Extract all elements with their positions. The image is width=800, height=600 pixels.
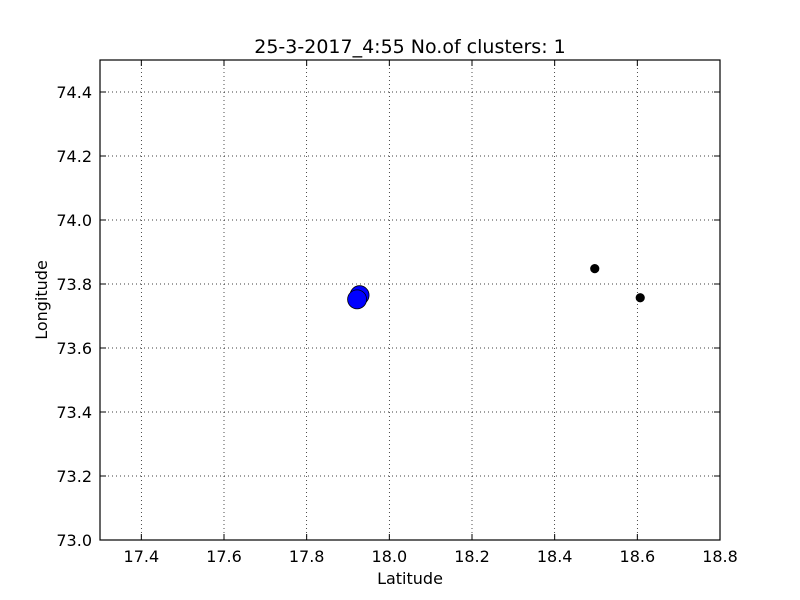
grid-lines	[100, 60, 721, 541]
chart-title: 25-3-2017_4:55 No.of clusters: 1	[254, 36, 565, 58]
x-tick-label: 18.4	[537, 547, 573, 566]
x-tick-label: 17.6	[206, 547, 242, 566]
x-tick-label: 17.8	[289, 547, 325, 566]
y-tick-label: 74.4	[56, 83, 92, 102]
y-tick-label: 73.8	[56, 275, 92, 294]
x-tick-label: 17.4	[124, 547, 160, 566]
x-tick-label: 18.6	[620, 547, 656, 566]
x-tick-label: 18.8	[702, 547, 738, 566]
y-tick-label: 73.0	[56, 531, 92, 550]
noise-point	[590, 264, 600, 274]
y-tick-label: 73.4	[56, 403, 92, 422]
y-tick-label: 74.0	[56, 211, 92, 230]
axis-ticks: 17.4 17.6 17.8 18.0 18.2 18.4 18.6 18.8 73.0 73.2…	[56, 60, 738, 566]
cluster-point	[347, 289, 367, 310]
y-tick-label: 73.2	[56, 467, 92, 486]
y-tick-label: 74.2	[56, 147, 92, 166]
x-axis-label: Latitude	[377, 569, 443, 588]
y-axis-label: Longitude	[32, 260, 51, 340]
y-tick-label: 73.6	[56, 339, 92, 358]
x-tick-label: 18.2	[454, 547, 490, 566]
plot-frame	[99, 59, 721, 541]
data-points	[347, 264, 645, 310]
noise-point	[635, 293, 645, 303]
x-tick-label: 18.0	[372, 547, 408, 566]
